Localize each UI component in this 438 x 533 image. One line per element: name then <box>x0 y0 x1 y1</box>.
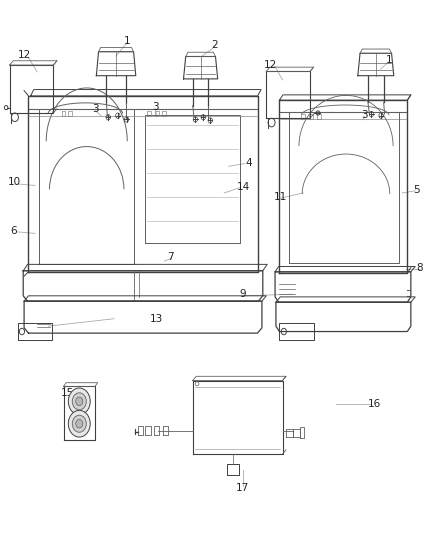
Text: 16: 16 <box>368 399 381 409</box>
Text: 17: 17 <box>236 483 249 492</box>
Text: 9: 9 <box>240 289 247 299</box>
Text: 6: 6 <box>11 226 18 236</box>
Circle shape <box>68 410 90 437</box>
Text: 8: 8 <box>416 263 423 273</box>
Circle shape <box>72 415 86 432</box>
Text: 10: 10 <box>7 177 21 187</box>
Circle shape <box>72 393 86 410</box>
Circle shape <box>76 419 83 428</box>
Circle shape <box>68 388 90 415</box>
Text: 3: 3 <box>92 104 99 114</box>
Text: 2: 2 <box>211 41 218 50</box>
Text: 5: 5 <box>413 185 420 195</box>
Text: 13: 13 <box>150 314 163 324</box>
Text: 14: 14 <box>237 182 250 191</box>
Text: 15: 15 <box>61 389 74 398</box>
Text: 12: 12 <box>264 60 277 70</box>
Text: 4: 4 <box>245 158 252 167</box>
Text: 1: 1 <box>124 36 131 46</box>
Text: 1: 1 <box>385 55 392 65</box>
Text: 11: 11 <box>274 192 287 202</box>
Text: 12: 12 <box>18 51 31 60</box>
Text: 7: 7 <box>167 253 174 262</box>
Text: 3: 3 <box>152 102 159 111</box>
Circle shape <box>76 397 83 406</box>
Text: 3: 3 <box>361 110 368 119</box>
